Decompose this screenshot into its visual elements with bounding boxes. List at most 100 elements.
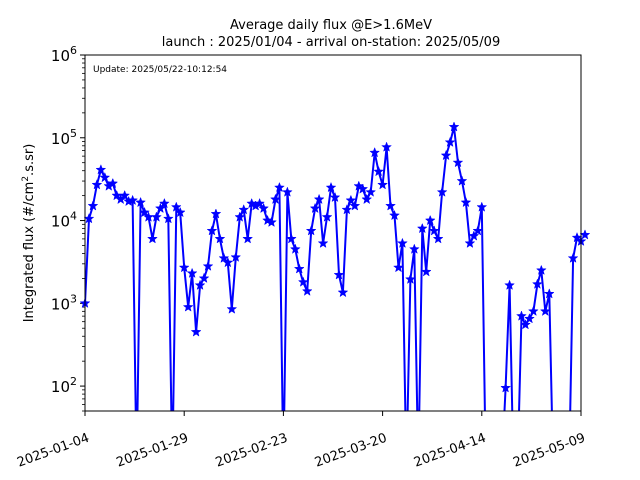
data-point [408,243,420,254]
data-point [281,186,293,197]
data-point [369,146,381,158]
data-point [95,164,107,175]
data-point [214,233,226,244]
data-point [349,200,361,211]
y-tick-label-base: 10 [51,213,70,231]
data-point [432,233,444,244]
data-point [424,214,436,226]
data-point [472,225,484,236]
data-point [393,261,404,273]
data-point [416,222,428,234]
data-point [543,288,555,299]
x-tick-label: 2025-04-14 [412,431,488,471]
data-point [135,196,146,208]
data-point [222,256,234,268]
data-point [127,194,139,206]
y-tick-label-exp: 2 [70,375,77,388]
x-tick-label: 2025-01-29 [114,431,190,471]
data-point [202,260,214,271]
data-point [357,183,369,194]
data-point [436,186,448,197]
y-axis-label-suffix: .s.sr) [22,144,37,176]
y-tick-label-base: 10 [51,378,70,396]
data-point [321,211,333,222]
y-tick-label-base: 10 [51,47,70,65]
data-point [309,202,321,214]
data-point [270,193,281,205]
data-point [341,204,353,215]
data-point [531,278,543,289]
data-point [99,171,111,183]
data-point [258,202,269,214]
y-tick-label-exp: 4 [70,210,77,223]
data-point [428,225,440,236]
data-point [210,208,222,219]
data-point [182,301,194,312]
data-point [504,279,515,290]
data-point [234,211,246,222]
data-point [238,204,250,215]
chart-title-line2: launch : 2025/01/04 - arrival on-station… [162,35,500,50]
data-point [333,269,345,280]
data-point [178,261,190,273]
data-point [139,206,150,218]
y-tick-label-exp: 6 [70,44,77,57]
data-point [289,243,301,254]
data-point [539,305,551,316]
y-tick-label: 102 [51,375,77,396]
y-tick-label: 106 [51,44,77,65]
y-tick-label-exp: 5 [70,127,77,140]
x-tick-label: 2025-03-20 [313,431,389,471]
data-point [325,181,337,193]
x-tick-label: 2025-01-04 [15,431,91,471]
data-point [452,156,464,168]
data-point [377,179,389,190]
data-point [345,194,357,206]
data-point [206,225,218,236]
data-point [440,149,452,161]
x-tick-label: 2025-02-23 [214,431,290,471]
data-point [190,326,202,337]
data-point [389,209,400,221]
data-point [365,186,377,197]
data-point [107,177,119,189]
data-point [151,211,162,222]
data-point [242,233,254,244]
data-point [524,313,535,324]
data-point [162,213,174,224]
y-axis-label-sup: 2 [21,176,31,182]
data-point [147,233,158,244]
y-axis-label-prefix: Integrated flux (#/cm [22,182,37,323]
data-point [567,252,579,263]
data-point [198,272,210,283]
data-point [404,273,416,284]
data-point [420,266,432,277]
data-point [230,251,242,262]
data-point [301,285,313,296]
update-annotation: Update: 2025/05/22-10:12:54 [93,65,227,75]
data-point [266,216,277,227]
data-point [87,200,99,211]
data-point [337,286,349,298]
chart-title-line1: Average daily flux @E>1.6MeV [230,18,432,33]
data-point [274,181,285,193]
data-point [516,310,527,321]
x-axis: 2025-01-04 2025-01-29 2025-02-23 2025-03-20… [15,411,587,471]
y-tick-label: 105 [51,127,77,148]
data-point [385,200,396,211]
data-point [91,179,103,190]
data-point [119,189,131,201]
data-point [535,264,547,275]
data-point [381,141,392,152]
data-point [373,165,385,177]
data-point [305,225,317,236]
plot-frame [84,54,582,412]
data-point [170,201,182,212]
data-point [361,193,373,205]
data-point [527,305,539,316]
y-tick-label-base: 10 [51,130,70,148]
y-axis-label: Integrated flux (#/cm2.s.sr) [21,144,37,323]
y-tick-label: 103 [51,292,77,313]
data-point [460,196,472,208]
